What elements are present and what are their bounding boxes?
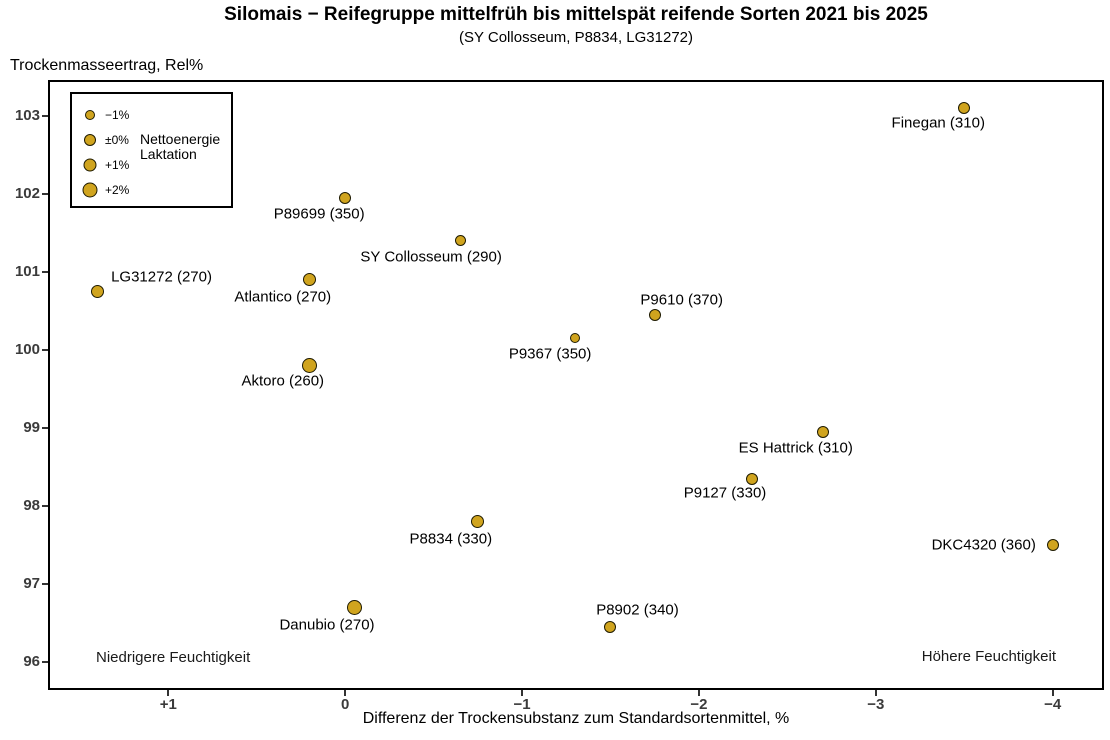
y-tick-label: 102: [14, 184, 40, 202]
data-point-marker: [648, 308, 661, 321]
data-point-marker: [346, 599, 362, 615]
data-point-marker: [339, 191, 352, 204]
data-point-marker: [303, 273, 317, 287]
y-tick-label: 98: [23, 496, 40, 514]
data-point-label: ES Hattrick (310): [738, 439, 853, 457]
data-point-label: Atlantico (270): [234, 288, 332, 306]
x-tick-label: +1: [159, 696, 177, 713]
data-point-label: DKC4320 (360): [931, 536, 1036, 554]
y-tick-mark: [42, 348, 48, 351]
data-point-label: P9367 (350): [508, 345, 592, 363]
x-axis-title: Differenz der Trockensubstanz zum Standa…: [362, 710, 790, 727]
x-tick-label: −4: [1044, 696, 1062, 713]
x-tick-mark: [167, 690, 170, 696]
x-tick-mark: [521, 690, 524, 696]
y-tick-label: 103: [14, 106, 40, 124]
data-point-marker: [746, 472, 758, 485]
annotation-higher-moisture: Höhere Feuchtigkeit: [921, 648, 1056, 665]
data-point-marker: [816, 425, 829, 438]
x-tick-label: 0: [340, 696, 350, 713]
y-tick-mark: [42, 270, 48, 273]
x-tick-mark: [344, 690, 347, 696]
data-point-marker: [958, 102, 971, 115]
data-point-label: P8902 (340): [596, 601, 679, 619]
y-tick-label: 97: [23, 574, 40, 592]
data-point-label: Danubio (270): [279, 616, 375, 634]
legend-marker: [85, 110, 95, 120]
y-tick-mark: [42, 114, 48, 117]
legend-item-label: ±0%: [105, 133, 129, 147]
y-tick-mark: [42, 426, 48, 429]
x-tick-label: −1: [513, 696, 531, 713]
data-point-marker: [471, 515, 485, 528]
legend-group-label: Nettoenergie Laktation: [140, 131, 221, 163]
data-point-label: Finegan (310): [891, 114, 985, 132]
legend-marker: [84, 134, 96, 146]
y-tick-label: 101: [14, 262, 40, 280]
annotation-lower-moisture: Niedrigere Feuchtigkeit: [96, 649, 251, 666]
data-point-marker: [1046, 538, 1059, 551]
x-tick-label: −2: [690, 696, 708, 713]
data-point-marker: [91, 284, 105, 298]
data-point-label: P9127 (330): [683, 484, 767, 502]
chart-title: Silomais − Reifegruppe mittelfrüh bis mi…: [224, 4, 928, 25]
data-point-label: SY Collosseum (290): [360, 248, 502, 266]
data-point-label: P8834 (330): [409, 530, 493, 547]
data-point-marker: [570, 333, 581, 344]
y-tick-mark: [42, 504, 48, 507]
data-point-label: Aktoro (260): [241, 372, 325, 390]
y-axis-title: Trockenmasseertrag, Rel%: [10, 57, 204, 74]
legend: −1% ±0% +1% +2% Nettoenergie Laktation: [70, 92, 233, 208]
data-point-label: P9610 (370): [640, 291, 723, 309]
legend-marker: [82, 182, 98, 198]
chart-subtitle: (SY Collosseum, P8834, LG31272): [458, 29, 694, 46]
data-point-label: P89699 (350): [273, 205, 365, 223]
y-tick-label: 100: [14, 340, 40, 358]
x-tick-mark: [697, 690, 700, 696]
legend-item-label: −1%: [105, 108, 130, 122]
legend-item-label: +1%: [105, 158, 130, 172]
x-tick-mark: [874, 690, 877, 696]
data-point-marker: [604, 620, 617, 633]
y-tick-mark: [42, 582, 48, 585]
legend-marker: [83, 158, 97, 172]
y-tick-mark: [42, 192, 48, 195]
data-point-marker: [302, 357, 318, 373]
x-tick-label: −3: [867, 696, 885, 713]
x-tick-mark: [1051, 690, 1054, 696]
y-tick-label: 96: [23, 652, 40, 670]
y-tick-label: 99: [23, 418, 40, 436]
legend-item-label: +2%: [105, 183, 130, 197]
data-point-label: LG31272 (270): [111, 268, 212, 286]
y-tick-mark: [42, 660, 48, 663]
data-point-marker: [454, 235, 466, 247]
